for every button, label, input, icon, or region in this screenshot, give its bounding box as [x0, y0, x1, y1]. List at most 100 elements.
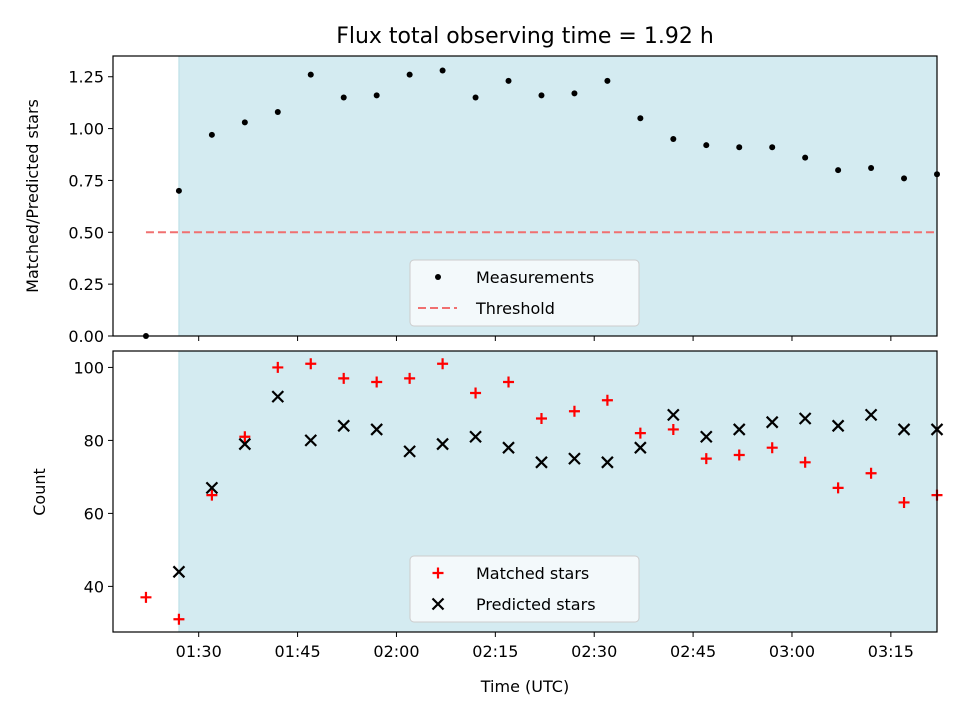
bottom-panel: 01:30 01:45 02:00 02:15 02:30 02:45 03:00 03:15… [73, 350, 944, 661]
measurement-point [868, 165, 875, 171]
predicted-star-point [831, 419, 845, 433]
matched-star-point [667, 423, 679, 435]
measurement-point [373, 92, 380, 99]
matched-star-point [239, 431, 251, 443]
matched-star-point [404, 372, 416, 384]
measurement-point [340, 94, 347, 101]
matched-star-point [700, 453, 712, 465]
legend: Measurements Threshold [409, 259, 640, 327]
matched-star-point [470, 387, 482, 399]
predicted-star-point [700, 430, 713, 444]
y-tick-label: 100 [73, 358, 104, 377]
matched-star-point [898, 496, 910, 508]
predicted-star-point [304, 434, 318, 447]
matched-star-point [371, 376, 383, 388]
legend-dot-swatch [435, 274, 441, 280]
matched-star-point [634, 427, 646, 439]
measurement-point [307, 71, 314, 78]
predicted-star-point [798, 412, 812, 425]
matched-star-point [568, 405, 580, 417]
measurement-point [703, 142, 710, 149]
predicted-star-point [469, 430, 482, 444]
x-tick-label: 01:30 [176, 642, 222, 661]
x-axis-label: Time (UTC) [480, 677, 569, 696]
y-tick-label: 40 [84, 577, 104, 596]
matched-star-point [799, 456, 811, 468]
measurement-point [571, 90, 578, 97]
measurement-point [208, 131, 215, 138]
measurement-point [901, 175, 908, 182]
y-tick-label: 0.00 [68, 327, 104, 346]
measurement-point [670, 135, 677, 142]
measurement-point [472, 94, 479, 101]
predicted-star-point [436, 437, 449, 451]
matched-star-point [832, 482, 844, 494]
matched-star-point [733, 449, 745, 461]
y-tick-label: 60 [84, 504, 104, 523]
x-tick-label: 02:45 [670, 642, 716, 661]
bottom-y-axis-label: Count [30, 468, 49, 516]
matched-star-point [766, 442, 778, 454]
predicted-star-point [172, 565, 186, 579]
x-tick-label: 01:45 [275, 642, 321, 661]
measurement-point [241, 119, 248, 126]
predicted-star-point [370, 423, 383, 436]
predicted-star-point [238, 437, 252, 451]
matched-star-point [206, 489, 218, 501]
y-tick-label: 80 [84, 431, 104, 450]
measurement-point [769, 144, 776, 151]
measurement-point [538, 92, 545, 99]
measurement-point [835, 167, 842, 174]
matched-star-point [535, 413, 547, 425]
predicted-star-point [634, 441, 647, 454]
legend: Matched stars Predicted stars [409, 555, 640, 623]
measurement-point [736, 144, 743, 151]
y-tick-label: 0.50 [68, 223, 104, 242]
legend-entry-label: Threshold [475, 299, 555, 318]
y-tick-label: 0.75 [68, 171, 104, 190]
plot-frame [112, 55, 938, 337]
matched-star-point [865, 467, 877, 479]
matched-star-point [437, 358, 449, 370]
matched-star-point [601, 394, 613, 406]
predicted-star-point [205, 481, 219, 495]
legend-entry-label: Predicted stars [476, 595, 596, 614]
y-tick-label: 1.25 [68, 68, 104, 87]
predicted-star-point [535, 456, 548, 469]
x-tick-label: 02:30 [571, 642, 617, 661]
x-tick-label: 02:00 [373, 642, 419, 661]
matched-star-point [305, 358, 317, 370]
legend-box [409, 555, 640, 623]
predicted-star-point [403, 445, 416, 458]
measurement-point [604, 77, 611, 84]
legend-x-swatch [431, 597, 445, 611]
matched-star-point [173, 613, 185, 625]
measurement-point [637, 115, 644, 122]
matched-star-point [272, 361, 284, 373]
x-tick-label: 02:15 [472, 642, 518, 661]
y-tick-label: 1.00 [68, 120, 104, 139]
predicted-star-point [337, 419, 350, 433]
top-panel: 0.00 0.25 0.50 0.75 1.00 1.25 Measurements Thre… [68, 55, 940, 346]
measurement-point [274, 109, 281, 115]
x-tick-label: 03:15 [868, 642, 914, 661]
legend-entry-label: Matched stars [476, 564, 589, 583]
predicted-star-point [502, 441, 515, 454]
x-tick-label: 03:00 [769, 642, 815, 661]
matched-star-point [503, 376, 515, 388]
predicted-star-point [271, 390, 285, 403]
predicted-star-point [667, 408, 680, 422]
predicted-star-point [568, 452, 581, 465]
legend-entry-label: Measurements [476, 268, 594, 287]
predicted-star-point [601, 456, 614, 469]
predicted-star-point [765, 415, 779, 429]
matched-star-point [338, 372, 350, 384]
plot-frame [112, 350, 938, 633]
matched-star-point [140, 591, 152, 603]
measurement-point [175, 187, 182, 194]
y-tick-label: 0.25 [68, 275, 104, 294]
top-y-axis-label: Matched/Predicted stars [23, 99, 42, 293]
measurement-point [439, 67, 446, 74]
predicted-star-point [897, 423, 911, 436]
